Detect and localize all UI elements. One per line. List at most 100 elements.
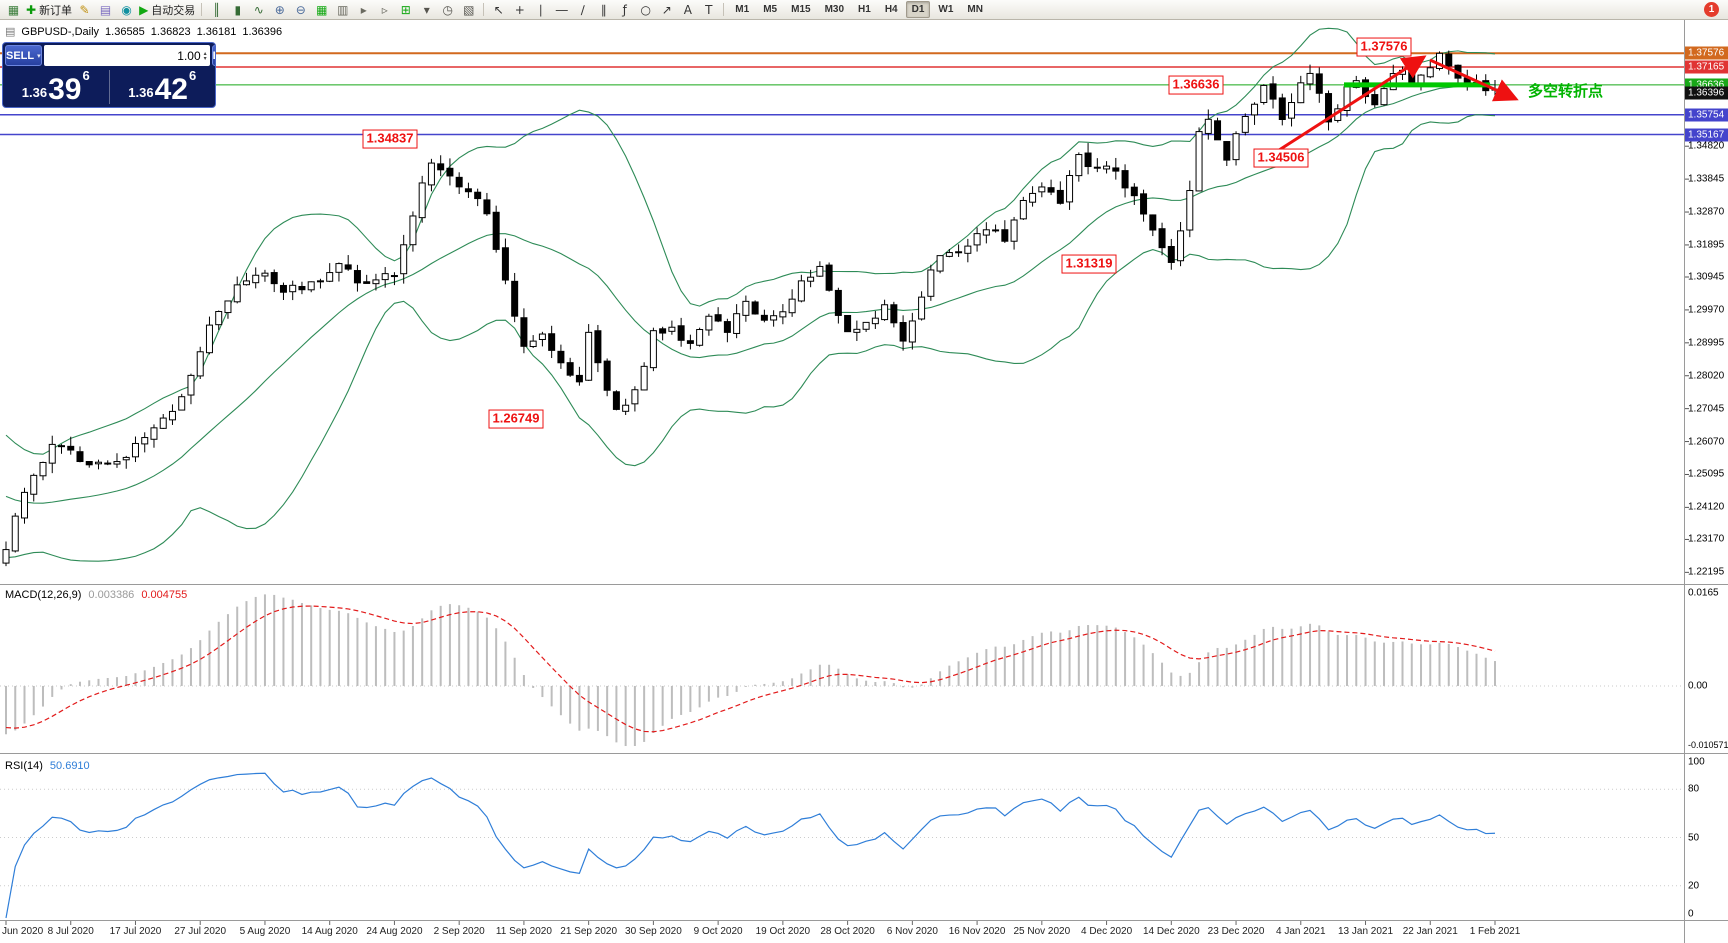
indicators-dropdown-icon[interactable]: ▾ [416,1,437,19]
time-axis-label: 1 Feb 2021 [1469,926,1521,937]
crosshair-icon-glyph: + [514,2,525,17]
metaeditor-icon-glyph: ✎ [79,2,90,17]
new-order-button-label: 新订单 [39,4,73,17]
zoom-in-icon[interactable]: ⊕ [269,1,290,19]
sell-button[interactable]: SELL ▾ [5,45,42,66]
macd-axis-label: 0.0165 [1688,587,1719,599]
macd-main-value: 0.003386 [88,589,135,601]
price-axis-label: 1.30945 [1688,271,1725,283]
templates-icon[interactable]: ▧ [458,1,479,19]
price-axis-label: 1.28020 [1688,370,1725,382]
periods-dropdown-icon-glyph: ◷ [442,2,454,17]
arrows-icon[interactable]: ↗ [656,1,677,19]
zoom-out-icon[interactable]: ⊖ [290,1,311,19]
new-order-button[interactable]: ✚ 新订单 [24,1,74,19]
spinner-down-icon[interactable]: ▾ [203,54,207,62]
volume-input[interactable] [45,48,203,63]
bar-chart-icon-glyph: ║ [213,2,221,17]
text-icon[interactable]: A [677,1,698,19]
rsi-axis-label: 50 [1688,832,1700,843]
time-axis-label: 21 Sep 2020 [560,926,617,937]
price-label-annotation[interactable]: 1.31319 [1061,254,1117,274]
bar-chart-icon[interactable]: ║ [206,1,227,19]
candlestick-chart-icon[interactable]: ▮ [227,1,248,19]
high-value: 1.36823 [150,25,191,38]
channel-icon[interactable]: ∥ [593,1,614,19]
timeframe-mn[interactable]: MN [967,4,983,15]
sell-button-label: SELL [6,49,35,62]
toolbar-separator [723,3,725,16]
trendline-icon[interactable]: ∕ [572,1,593,19]
sell-price[interactable]: 1.36 39 6 [3,67,109,107]
timeframe-m1[interactable]: M1 [735,4,750,15]
indicators-icon[interactable]: ⊞ [395,1,416,19]
timeframe-h1[interactable]: H1 [858,4,871,15]
cursor-icon[interactable]: ↖ [488,1,509,19]
line-chart-icon-glyph: ∿ [253,2,264,17]
fibonacci-icon[interactable]: ƒ [614,1,635,19]
autotrading-button-glyph: ▶ [139,2,149,17]
price-label-annotation[interactable]: 1.34837 [362,129,418,149]
cascade-windows-icon[interactable]: ▥ [332,1,353,19]
vertical-line-icon[interactable]: ∣ [530,1,551,19]
time-axis-label: 17 Jul 2020 [109,926,162,937]
new-chart-icon[interactable]: ▦ [3,1,24,19]
price-axis[interactable]: 1.34820 1.33845 1.32870 1.31895 1.30945 1.299… [1684,20,1728,943]
notification-badge[interactable]: 1 [1704,2,1719,17]
timeframe-m30[interactable]: M30 [824,4,845,15]
price-label-annotation[interactable]: 1.37576 [1356,37,1412,57]
indicators-icon-glyph: ⊞ [400,2,411,17]
templates-icon-glyph: ▧ [463,2,475,17]
time-axis-label: 25 Nov 2020 [1013,926,1071,937]
price-label-annotation[interactable]: 1.36636 [1168,75,1224,95]
timeframe-w1[interactable]: W1 [938,4,954,15]
chart-ohlc-header: ▤ GBPUSD-,Daily 1.36585 1.36823 1.36181 … [5,25,282,38]
buy-button[interactable]: BUY ▾ [211,45,215,66]
shapes-icon[interactable]: ○ [635,1,656,19]
periods-dropdown-icon[interactable]: ◷ [437,1,458,19]
chart-shift-icon-glyph: ▹ [381,2,388,17]
candlestick-chart-icon-glyph: ▮ [234,2,242,17]
time-axis-label: 9 Oct 2020 [693,926,743,937]
time-axis-label: 6 Nov 2020 [886,926,938,937]
horizontal-line-icon-glyph: ― [555,2,568,17]
buy-price[interactable]: 1.36 42 6 [110,67,216,107]
data-window-icon[interactable]: ◉ [116,1,137,19]
metaeditor-icon[interactable]: ✎ [74,1,95,19]
price-axis-label: 1.29970 [1688,304,1725,316]
crosshair-icon[interactable]: + [509,1,530,19]
toolbar-separator [201,3,203,16]
timeframe-m5[interactable]: M5 [763,4,778,15]
macd-signal-value: 0.004755 [141,589,188,601]
price-axis-badge: 1.37165 [1685,60,1728,74]
close-value: 1.36396 [242,25,283,38]
autotrading-button[interactable]: ▶ 自动交易 [137,1,197,19]
profiles-icon[interactable]: ▤ [95,1,116,19]
timeframe-m15[interactable]: M15 [791,4,811,15]
text-label-icon[interactable]: T [698,1,719,19]
auto-scroll-icon-glyph: ▸ [360,2,367,17]
horizontal-line-icon[interactable]: ― [551,1,572,19]
time-axis-label: 14 Aug 2020 [301,926,358,937]
tile-windows-icon[interactable]: ▦ [311,1,332,19]
volume-field[interactable]: ▴ ▾ [43,45,210,66]
auto-scroll-icon[interactable]: ▸ [353,1,374,19]
chart-surface[interactable] [0,20,1684,920]
rsi-axis-label: 20 [1688,880,1700,892]
fibonacci-icon-glyph: ƒ [622,2,627,17]
timeframe-h4[interactable]: H4 [884,4,898,15]
line-chart-icon[interactable]: ∿ [248,1,269,19]
volume-stepper[interactable]: ▴ ▾ [203,50,208,62]
turning-point-annotation[interactable]: 多空转折点 [1528,83,1604,100]
chart-shift-icon[interactable]: ▹ [374,1,395,19]
vertical-line-icon-glyph: ∣ [537,2,544,17]
toolbar-separator [483,3,485,16]
price-label-annotation[interactable]: 1.34506 [1253,148,1309,168]
timeframe-d1[interactable]: D1 [905,1,931,18]
price-label-annotation[interactable]: 1.26749 [488,409,544,429]
sell-price-base: 1.36 [21,85,48,100]
macd-axis-label: -0.010571 [1688,740,1728,750]
price-axis-label: 1.23170 [1688,533,1725,545]
time-axis[interactable]: Jun 2020 8 Jul 2020 17 Jul 2020 27 Jul 2020… [0,920,1728,943]
